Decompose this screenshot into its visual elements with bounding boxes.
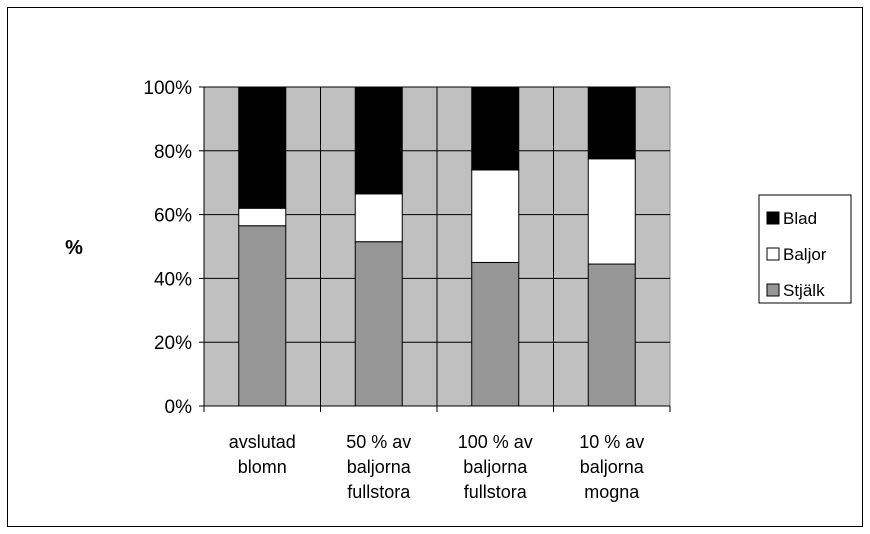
bar-segment-blad — [587, 86, 636, 160]
y-tick-label: 40% — [154, 269, 192, 290]
x-category-label: mogna — [584, 482, 640, 502]
bar-segment-blad — [354, 86, 403, 195]
y-tick-label: 0% — [165, 397, 193, 418]
x-category-label: blomn — [238, 457, 287, 477]
x-category-label: baljorna — [463, 457, 528, 477]
bar-segment-blad — [238, 86, 287, 209]
bar-segment-stjälk — [354, 241, 403, 407]
bar-segment-blad — [471, 86, 520, 171]
bar-segment-baljor — [238, 207, 287, 227]
legend-swatch — [766, 283, 780, 297]
bar-segment-baljor — [587, 158, 636, 265]
x-category-label: 10 % av — [579, 432, 644, 452]
bar-segment-stjälk — [587, 263, 636, 407]
y-tick-label: 20% — [154, 333, 192, 354]
legend: Blad Baljor Stjälk — [758, 194, 852, 304]
legend-swatch — [766, 247, 780, 261]
x-category-label: 50 % av — [346, 432, 411, 452]
bar-segment-stjälk — [471, 261, 520, 407]
y-axis-label: % — [65, 237, 83, 259]
legend-label: Baljor — [783, 245, 827, 264]
legend-label: Stjälk — [783, 281, 825, 300]
x-category-label: fullstora — [347, 482, 411, 502]
bar-segment-baljor — [471, 169, 520, 263]
legend-label: Blad — [783, 209, 817, 228]
x-category-label: avslutad — [229, 432, 296, 452]
x-category-label: fullstora — [464, 482, 528, 502]
stacked-bar-chart: 0% 20% 40% 60% 80% 100% avslutad blomn 50 % av b… — [65, 78, 852, 502]
bar-segment-baljor — [354, 193, 403, 243]
bar-segment-stjälk — [238, 225, 287, 407]
axes — [199, 86, 671, 412]
y-tick-label: 60% — [154, 206, 192, 227]
y-tick-labels: 0% 20% 40% 60% 80% 100% — [143, 78, 192, 418]
x-category-label: baljorna — [347, 457, 412, 477]
y-tick-label: 100% — [143, 78, 192, 99]
chart-frame: 0% 20% 40% 60% 80% 100% avslutad blomn 50 % av b… — [7, 7, 863, 527]
x-category-label: 100 % av — [458, 432, 533, 452]
bars — [238, 86, 636, 407]
legend-swatch — [766, 211, 780, 225]
x-category-label: baljorna — [580, 457, 645, 477]
x-category-labels: avslutad blomn 50 % av baljorna fullstora 100… — [229, 432, 645, 502]
y-tick-label: 80% — [154, 142, 192, 163]
